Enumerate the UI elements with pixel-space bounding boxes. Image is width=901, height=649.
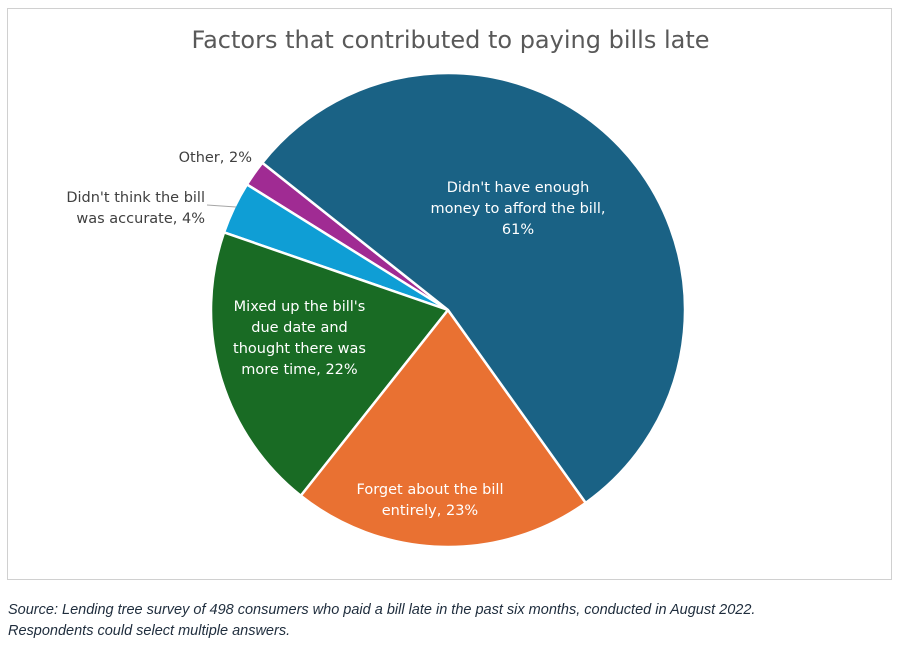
footnote-source: Source: Lending tree survey of 498 consu… [8,602,756,618]
data-label-other: Other, 2% [178,150,252,166]
chart-frame [7,8,892,580]
leader-line [206,204,237,208]
pie-slice-money [260,71,687,505]
data-label-forget: Forget about the bill entirely, 23% [356,482,504,519]
pie-slice-mixed-up [209,230,451,498]
data-label-accuracy: Didn't think the bill was accurate, 4% [66,190,205,227]
pie-slice-forget [299,307,588,549]
chart-title: Factors that contributed to paying bills… [191,26,710,54]
footnote: Source: Lending tree survey of 498 consu… [8,600,755,642]
footnote-note: Respondents could select multiple answer… [8,623,291,639]
data-label-money: Didn't have enough money to afford the b… [430,180,606,238]
data-label-mixed-up: Mixed up the bill's due date and thought… [233,299,366,378]
